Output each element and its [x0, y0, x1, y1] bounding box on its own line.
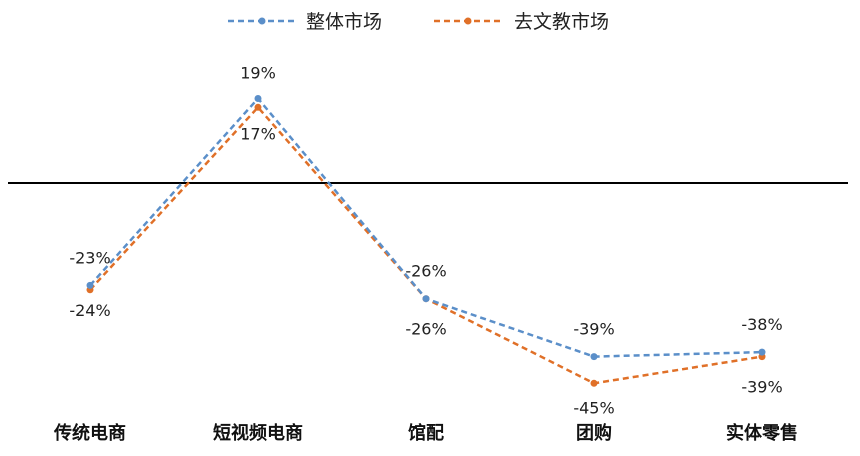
data-point-series-0-3 [590, 353, 598, 361]
category-label-2: 馆配 [408, 422, 444, 444]
legend-label-series-0: 整体市场 [306, 11, 382, 33]
chart-legend: 整体市场 去文教市场 [228, 11, 609, 33]
data-point-series-1-1 [254, 103, 262, 111]
legend-marker-series-0 [258, 17, 266, 25]
data-point-series-1-3 [590, 379, 598, 387]
category-label-4: 实体零售 [726, 422, 798, 444]
data-label-series-1-1: 17% [240, 124, 276, 143]
data-label-series-0-0: -23% [69, 248, 110, 267]
series-line-1 [89, 105, 763, 385]
data-point-series-0-2 [422, 295, 430, 303]
data-label-series-0-2: -26% [405, 262, 446, 281]
legend-marker-series-1 [464, 17, 472, 25]
data-label-series-1-0: -24% [69, 301, 110, 320]
category-label-1: 短视频电商 [213, 422, 303, 444]
data-point-series-0-1 [254, 95, 262, 102]
legend-item-series-0: 整体市场 [228, 11, 382, 33]
data-label-series-1-4: -39% [741, 378, 782, 397]
data-point-series-0-0 [86, 281, 94, 289]
series-layer: -23% 19% -26% -39% -38% -24% 17% -26% -45% -39% [69, 64, 782, 418]
data-label-series-0-1: 19% [240, 64, 276, 83]
category-label-0: 传统电商 [53, 422, 126, 444]
data-label-series-0-3: -39% [573, 320, 614, 339]
data-label-series-0-4: -38% [741, 315, 782, 334]
category-axis-labels: 传统电商 短视频电商 馆配 团购 实体零售 [53, 422, 798, 444]
data-label-series-1-3: -45% [573, 398, 614, 417]
legend-label-series-1: 去文教市场 [514, 11, 609, 33]
data-point-series-0-4 [758, 348, 766, 356]
series-line-0 [89, 96, 763, 358]
category-label-3: 团购 [576, 422, 612, 444]
data-label-series-1-2: -26% [405, 320, 446, 339]
legend-item-series-1: 去文教市场 [434, 11, 609, 33]
